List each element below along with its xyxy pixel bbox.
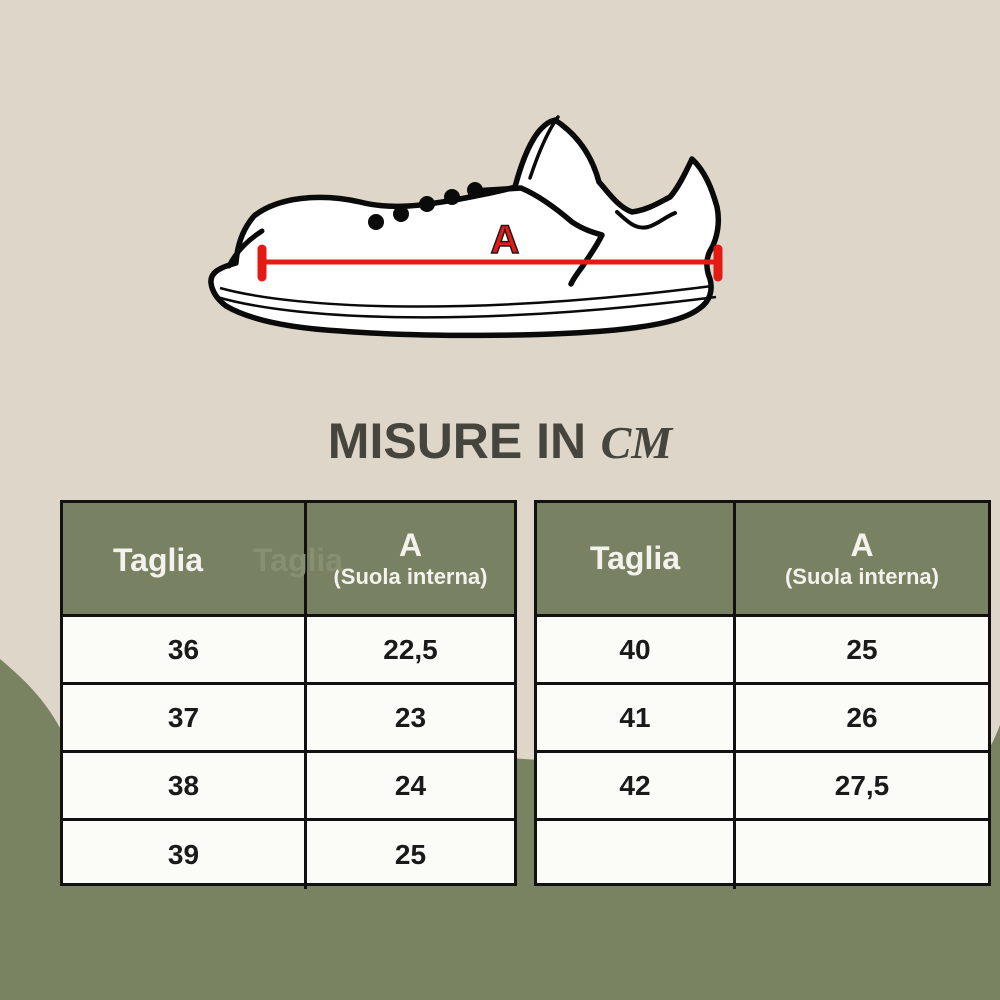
svg-text:A: A (491, 218, 520, 262)
